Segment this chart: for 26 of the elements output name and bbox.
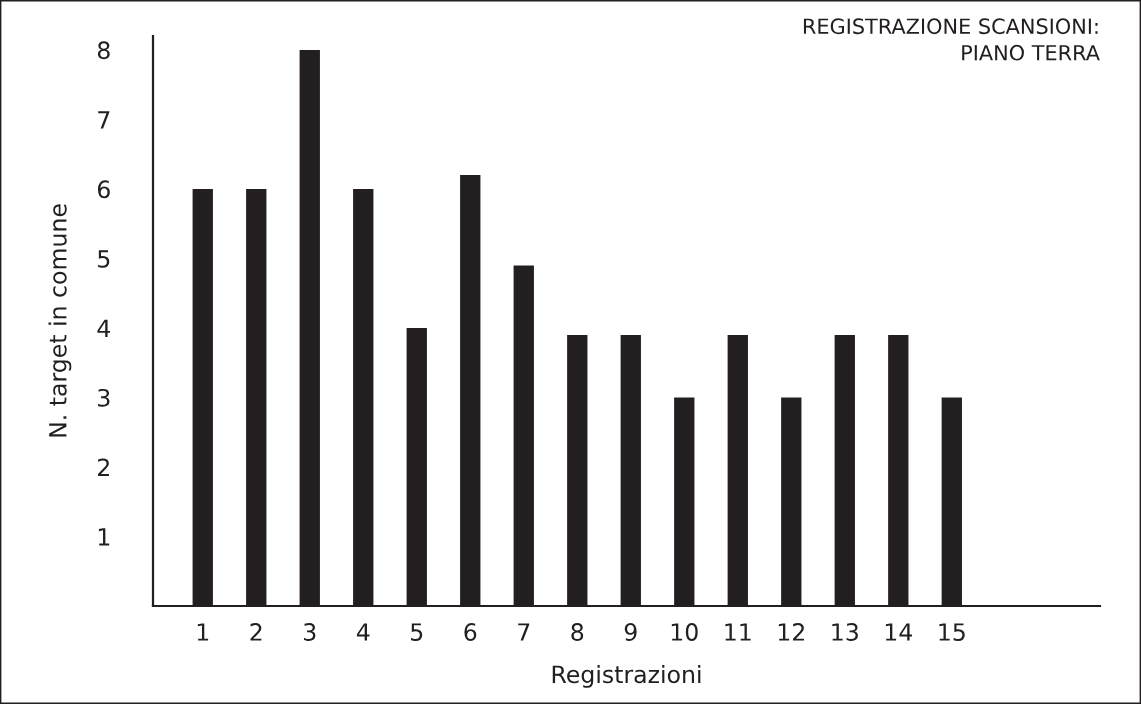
x-tick-label: 1 [197,623,209,641]
y-axis-title: N. target in comune [48,204,72,437]
x-tick-label: 13 [832,623,858,641]
x-tick-label: 2 [250,623,262,641]
x-tick-label: 3 [304,623,316,641]
x-tick-label: 15 [939,623,965,641]
y-tick-label: 7 [98,111,110,129]
x-tick-label: 4 [356,623,370,641]
x-tick-label: 14 [885,623,912,641]
x-tick-label: 6 [464,623,477,641]
x-tick-label: 8 [571,623,584,641]
x-tick-label: 5 [411,623,423,641]
y-tick-label: 5 [98,250,110,268]
x-axis-title: Registrazioni [552,664,701,688]
y-tick-label: 1 [98,528,110,546]
y-tick-label: 8 [97,41,110,60]
x-tick-label: 12 [778,623,804,641]
x-tick-label: 9 [624,623,637,641]
y-tick-label: 3 [98,388,110,407]
chart-title: REGISTRAZIONE SCANSIONI: PIANO TERRA [803,18,1100,61]
x-tick-label: 11 [725,623,751,641]
y-tick-label: 2 [98,458,109,476]
x-tick-label: 10 [671,623,698,641]
y-tick-label: 4 [97,319,111,337]
y-tick-label: 6 [97,180,110,199]
x-tick-label: 7 [518,623,530,641]
